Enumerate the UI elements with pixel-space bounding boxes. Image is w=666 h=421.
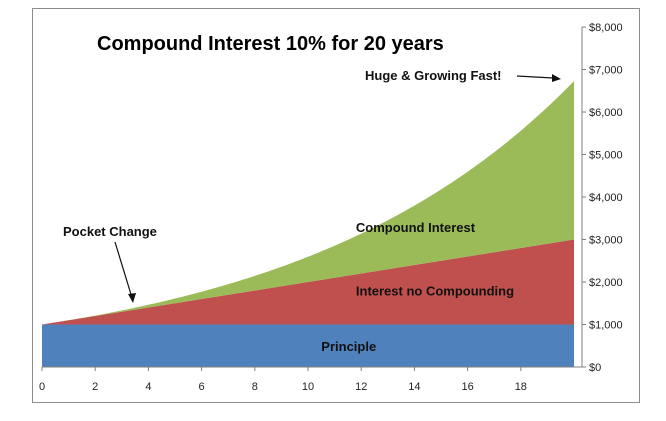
x-tick-label: 18 <box>515 381 527 393</box>
y-tick-label: $6,000 <box>589 107 623 119</box>
series-label-compound-interest: Compound Interest <box>356 220 476 235</box>
pocket-change-arrow-line <box>114 241 134 302</box>
area-compound-interest <box>42 81 575 325</box>
chart-frame: Principle Interest no Compounding Compound… <box>32 8 640 403</box>
y-tick-label: $5,000 <box>589 150 623 162</box>
pocket-change-arrow-head <box>128 293 136 303</box>
x-tick-label: 0 <box>39 381 45 393</box>
x-tick-label: 6 <box>199 381 205 393</box>
area-principle <box>42 324 575 367</box>
huge-growing-arrow-head <box>552 74 561 82</box>
x-tick-label: 2 <box>92 381 98 393</box>
y-tick-label: $7,000 <box>589 65 623 77</box>
chart-title: Compound Interest 10% for 20 years <box>97 33 444 55</box>
x-tick-label: 10 <box>302 381 314 393</box>
x-tick-label: 4 <box>145 381 151 393</box>
series-label-interest-no-compounding: Interest no Compounding <box>356 284 514 299</box>
y-tick-label: $0 <box>589 362 601 374</box>
y-tick-label: $1,000 <box>589 320 623 332</box>
chart-svg: Principle Interest no Compounding Compound… <box>39 22 623 393</box>
chart-areas <box>42 81 575 367</box>
x-tick-label: 8 <box>252 381 258 393</box>
x-tick-label: 14 <box>408 381 420 393</box>
series-label-principle: Principle <box>321 339 376 354</box>
chart-axes: 0 2 4 6 8 10 12 14 16 18 $0 $1,000 $2,000 $3,000 $4,00… <box>39 22 623 393</box>
annotation-huge-growing: Huge & Growing Fast! <box>365 68 502 83</box>
y-tick-label: $2,000 <box>589 277 623 289</box>
x-tick-label: 12 <box>355 381 367 393</box>
huge-growing-arrow-line <box>516 75 554 79</box>
series-labels: Principle Interest no Compounding Compound… <box>321 220 514 354</box>
x-tick-label: 16 <box>461 381 473 393</box>
y-tick-label: $8,000 <box>589 22 623 34</box>
annotation-pocket-change: Pocket Change <box>63 224 157 239</box>
y-tick-label: $4,000 <box>589 192 623 204</box>
y-tick-label: $3,000 <box>589 235 623 247</box>
